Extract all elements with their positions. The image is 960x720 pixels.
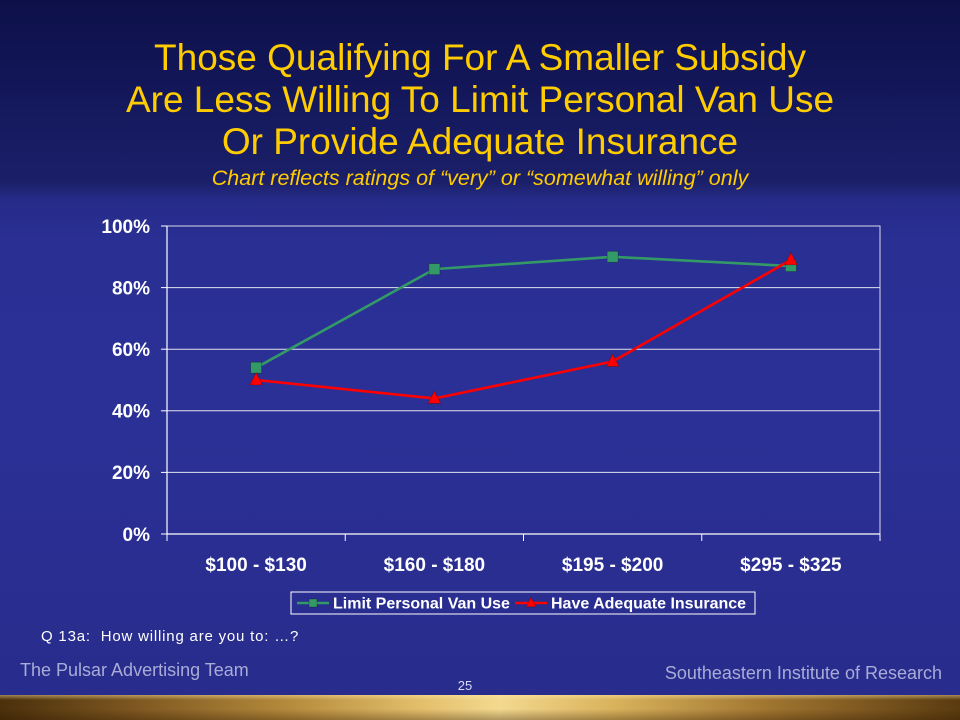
slide-subtitle: Chart reflects ratings of “very” or “som…: [211, 166, 749, 190]
data-point-have-adequate-insurance-2: [427, 390, 442, 404]
footer-research-firm: Southeastern Institute of Research: [664, 663, 942, 683]
axis-ticks: [161, 225, 881, 541]
y-tick-label: 100%: [101, 217, 150, 238]
data-point-limit-personal-van-use-3: [606, 250, 619, 263]
data-point-have-adequate-insurance-3: [605, 353, 620, 367]
bottom-decorative-bar: [0, 695, 960, 720]
y-tick-label: 20%: [112, 463, 150, 484]
slide-title-line-2: Are Less Willing To Limit Personal Van U…: [125, 79, 835, 120]
data-point-markers: [248, 250, 799, 404]
legend-label: Have Adequate Insurance: [551, 596, 746, 613]
data-point-have-adequate-insurance-1: [248, 371, 264, 386]
data-point-limit-personal-van-use-1: [250, 361, 263, 374]
x-tick-label: $295 - $325: [740, 555, 842, 576]
slide-title-line-3: Or Provide Adequate Insurance: [221, 121, 739, 162]
legend-box: [290, 591, 756, 615]
y-tick-label: 60%: [112, 340, 150, 361]
x-tick-label: $160 - $180: [384, 555, 485, 576]
y-tick-label: 80%: [112, 278, 150, 299]
y-axis-tick-labels: 0% 20% 40% 60% 80% 100%: [101, 217, 150, 546]
x-tick-label: $100 - $130: [205, 555, 306, 576]
x-tick-label: $195 - $200: [562, 555, 663, 576]
y-tick-label: 40%: [112, 402, 150, 423]
data-point-have-adequate-insurance-4: [783, 251, 799, 266]
legend: Limit Personal Van Use Have Adequate Insu…: [297, 596, 746, 613]
x-axis-tick-labels: $100 - $130 $160 - $180 $195 - $200 $295 - …: [205, 555, 842, 576]
series-line-limit-personal-van-use: [255, 255, 791, 369]
footer-agency-name: The Pulsar Advertising Team: [20, 660, 249, 680]
legend-label: Limit Personal Van Use: [333, 596, 510, 613]
slide-title: Those Qualifying For A Smaller Subsidy A…: [0, 37, 960, 163]
y-tick-label: 0%: [123, 525, 151, 546]
series-lines: [255, 255, 792, 400]
data-point-limit-personal-van-use-2: [428, 263, 441, 276]
legend-swatch-marker: [308, 598, 318, 608]
question-note: Q 13a: How willing are you to: …?: [41, 628, 300, 645]
page-number: 25: [457, 678, 473, 693]
legend-swatch-marker: [525, 596, 537, 608]
series-line-have-adequate-insurance: [255, 258, 792, 400]
slide-title-line-1: Those Qualifying For A Smaller Subsidy: [154, 37, 806, 78]
